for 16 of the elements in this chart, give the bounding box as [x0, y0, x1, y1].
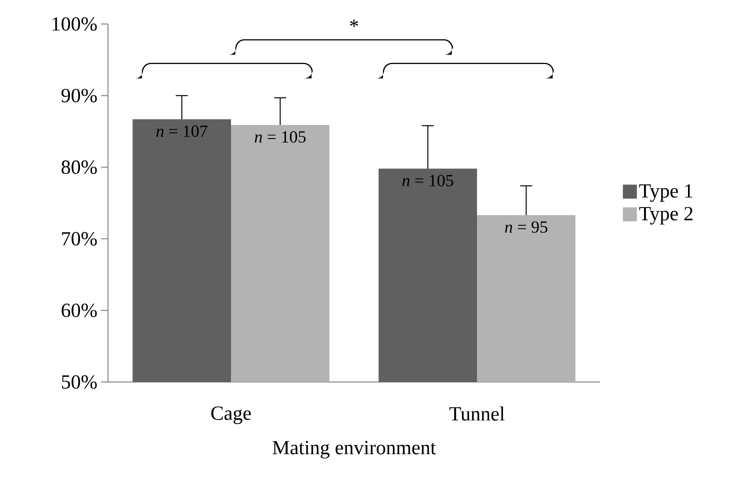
legend-label: Type 1	[639, 184, 692, 202]
y-tick-label: 50%	[62, 375, 97, 389]
y-tick-label: 100%	[52, 17, 97, 31]
annotation: n = 105	[254, 131, 306, 143]
x-tick-label: Cage	[211, 406, 251, 424]
y-tick-label: 60%	[62, 304, 97, 318]
annotation: n = 107	[156, 125, 208, 137]
x-tick-label: Tunnel	[449, 406, 505, 421]
y-tick-label: 90%	[61, 88, 97, 102]
y-tick-label: 70%	[62, 232, 97, 246]
x-axis-title: Mating environment	[272, 440, 436, 458]
annotation: n = 105	[402, 174, 454, 186]
legend-label: Type 2	[639, 206, 692, 225]
y-tick-label: 80%	[62, 160, 97, 174]
annotation: *	[350, 20, 358, 28]
annotation: n = 95	[505, 221, 548, 233]
